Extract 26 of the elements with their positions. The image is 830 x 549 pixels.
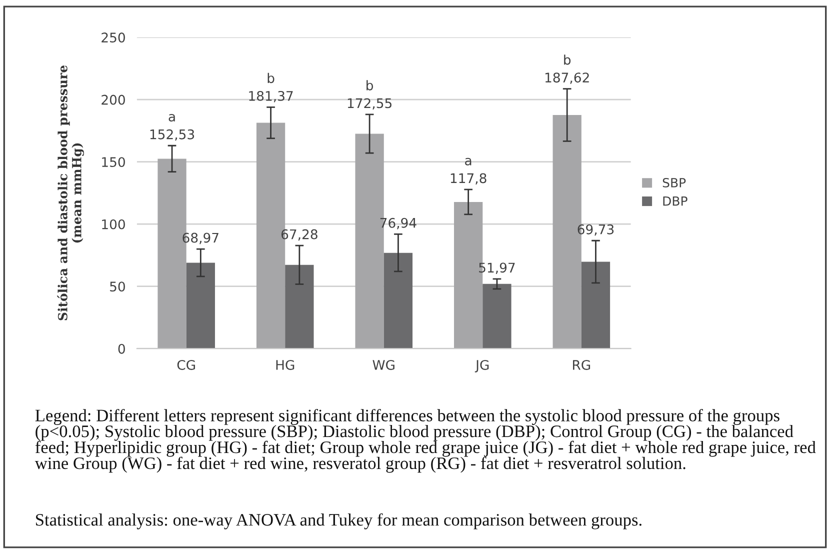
y-tick-label: 200 bbox=[102, 94, 125, 105]
y-tick-label: 100 bbox=[102, 219, 125, 230]
text: Legend: Different letters represent significant differences between the systolic blood pressure of the groups (p<0.05); Systolic blood pressure (SBP); Diastolic blood pressure (DBP); Control Group (CG) - the balanced feed; Hyperlipidic group (HG) - fat diet; Group whole red grape juice (JG) - fat diet + whole red grape juice, red wine Group (WG) - fat diet + red wine, resveratol group (RG) - fat diet + resveratrol solution. bbox=[34, 409, 816, 473]
y-tick-label: 250 bbox=[102, 32, 125, 43]
x-tick-label: WG bbox=[372, 360, 394, 370]
data-label: 68,97 bbox=[182, 232, 218, 244]
data-label: a 117,8 bbox=[450, 158, 486, 185]
y-tick-label: 0 bbox=[118, 344, 125, 354]
data-label: 67,28 bbox=[281, 229, 318, 241]
data-label: b 172,55 bbox=[348, 80, 392, 110]
data-label: 69,73 bbox=[578, 224, 614, 236]
data-label: a 152,53 bbox=[150, 114, 194, 141]
text: Statistical analysis: one-way ANOVA and Tukey for mean comparison between groups. bbox=[36, 513, 642, 530]
data-label: 76,94 bbox=[380, 218, 416, 230]
x-tick-label: RG bbox=[573, 360, 590, 370]
x-tick-label: CG bbox=[177, 360, 195, 370]
x-tick-label: HG bbox=[276, 360, 294, 370]
y-axis-title: Sitólica and diastolic blood pressure (mean mmHg) bbox=[57, 65, 84, 320]
y-tick-label: 150 bbox=[102, 157, 125, 168]
legend-label: DBP bbox=[663, 196, 688, 206]
data-label: b 187,62 bbox=[545, 54, 589, 84]
data-label: b 181,37 bbox=[249, 72, 293, 102]
legend-label: SBP bbox=[662, 178, 686, 188]
x-tick-label: JG bbox=[474, 360, 489, 372]
data-label: 51,97 bbox=[479, 262, 515, 274]
y-tick-label: 50 bbox=[110, 282, 125, 292]
